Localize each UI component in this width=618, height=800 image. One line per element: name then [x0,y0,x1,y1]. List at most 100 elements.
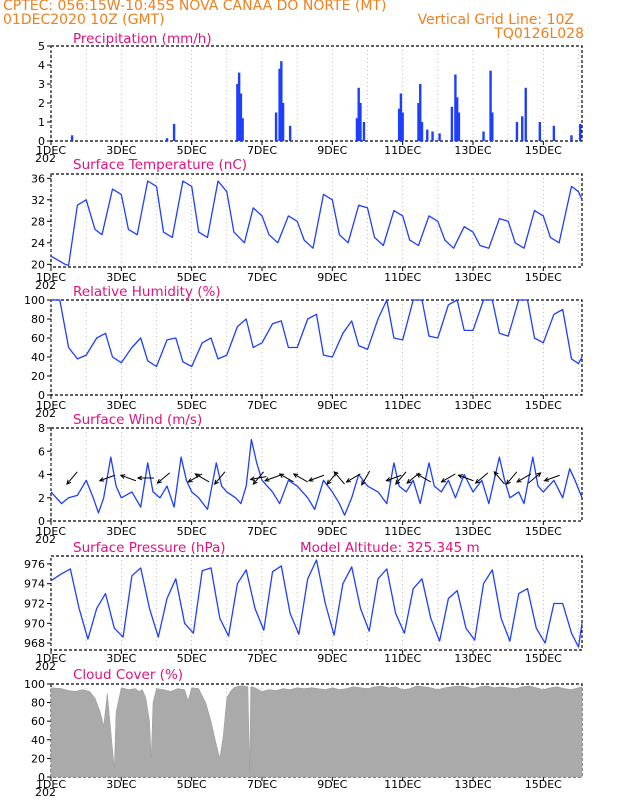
temperature-xtick-label: 15DEC [525,271,562,284]
humidity-xtick-label: 15DEC [525,399,562,412]
wind-xtick-label: 15DEC [525,525,562,538]
precip-bar [521,116,524,141]
precip-bar [165,138,169,141]
precipitation-ytick-label: 0 [38,135,45,148]
header-grid-note: Vertical Grid Line: 10Z [417,12,574,28]
pressure-xtick-label: 15DEC [525,652,562,665]
precipitation-xtick-label: 1DEC [36,144,66,157]
cloud-cover-ytick-label: 0 [38,771,45,784]
wind-arrow-icon [333,470,345,485]
wind-arrow-icon [361,470,371,486]
wind-xtick-label: 7DEC [247,525,277,538]
humidity-xtick-label: 5DEC [177,399,207,412]
wind-ytick-label: 6 [38,445,45,458]
temperature-xtick-label: 1DEC [36,271,66,284]
precip-bar [420,122,424,141]
precip-bar [489,70,492,141]
wind-arrow-icon [457,474,474,482]
humidity-xtick-label: 7DEC [247,399,277,412]
precipitation-title: Precipitation (mm/h) [73,31,212,47]
precipitation-ytick-label: 4 [38,59,45,72]
precip-bar [438,133,441,141]
precipitation-panel: 0 1 2 3 4 5 1DEC 3DEC 5DEC 7DEC 9DEC 11DEC 13DEC 15DE… [35,31,583,165]
precip-bar [419,84,422,141]
humidity-year-fragment: 202 [35,407,56,420]
wind-panel: 0 2 4 6 8 1DEC 3DEC 5DEC 7DEC 9DEC 11DEC 13DEC 15DEC… [35,412,583,546]
wind-arrow-icon [119,474,137,482]
precip-bar [278,68,281,141]
cloud-cover-xtick-label: 15DEC [525,778,562,791]
wind-frame [50,427,583,522]
cloud-cover-xtick-label: 7DEC [247,778,277,791]
precip-bar [579,123,582,141]
wind-arrow-icon [187,473,203,483]
precip-bar [280,61,283,142]
wind-arrow-icon [194,473,210,483]
wind-arrow-icon [493,470,505,485]
wind-arrow-icon [528,472,542,484]
wind-arrow-icon [505,471,518,485]
wind-arrow-icon [516,473,532,483]
precipitation-ytick-label: 3 [38,78,45,91]
pressure-xtick-label: 9DEC [317,652,347,665]
cloud-cover-xtick-label: 13DEC [454,778,491,791]
cloud-cover-xtick-label: 11DEC [384,778,421,791]
cloud-cover-xtick-label: 3DEC [106,778,136,791]
humidity-xtick-label: 3DEC [106,399,136,412]
pressure-xtick-label: 13DEC [454,652,491,665]
wind-xtick-label: 3DEC [106,525,136,538]
cloud-cover-area [50,685,583,778]
precip-bar [236,84,239,141]
precipitation-ytick-label: 5 [38,40,45,53]
humidity-line [51,299,583,368]
precip-bar [399,93,403,141]
wind-arrow-icon [543,474,560,482]
pressure-xtick-label: 7DEC [247,652,277,665]
wind-arrow-icon [345,473,361,483]
temperature-ytick-label: 28 [31,215,45,228]
pressure-ytick-label: 970 [24,617,45,630]
pressure-frame [50,555,583,651]
precipitation-xtick-label: 15DEC [525,144,562,157]
wind-arrow-icon [395,471,407,485]
precip-bar [455,97,459,141]
precip-bar [570,135,573,141]
humidity-xtick-label: 1DEC [36,399,66,412]
wind-arrow-icon [213,471,226,485]
wind-arrow-icon [307,474,325,482]
precip-bar [70,135,74,141]
wind-title: Surface Wind (m/s) [73,412,202,428]
precip-bar [431,131,434,141]
precip-bar [457,112,461,141]
wind-arrow-icon [474,472,489,484]
wind-arrow-icon [156,472,170,484]
precip-bar [552,125,556,141]
precipitation-ytick-label: 2 [38,97,45,110]
wind-xtick-label: 9DEC [317,525,347,538]
temperature-panel: 20 24 28 32 36 1DEC 3DEC 5DEC 7DEC 9DEC 11DEC 13DEC… [31,157,583,292]
cloud-cover-xtick-label: 9DEC [317,778,347,791]
pressure-year-fragment: 202 [35,660,56,673]
temperature-xtick-label: 7DEC [247,271,277,284]
precipitation-xtick-label: 11DEC [384,144,421,157]
precip-bar [482,131,485,141]
cloud-cover-ytick-label: 40 [31,734,45,747]
precipitation-xtick-label: 3DEC [106,144,136,157]
cloud-cover-ytick-label: 60 [31,715,45,728]
precip-bar [401,112,404,141]
cloud-cover-ytick-label: 100 [24,678,45,691]
cloud-cover-panel: 0 20 40 60 80 100 1DEC 3DEC 5DEC 7DEC 9DEC 11DEC 13D… [24,667,583,799]
cloud-cover-xtick-label: 5DEC [177,778,207,791]
precip-bar [172,123,176,141]
header-model-id: TQ0126L028 [494,26,584,42]
pressure-ytick-label: 976 [24,558,45,571]
wind-xtick-label: 5DEC [177,525,207,538]
pressure-line [50,559,583,648]
precip-bar [538,122,542,141]
wind-ytick-label: 2 [38,492,45,505]
cloud-cover-ytick-label: 80 [31,697,45,710]
precipitation-xtick-label: 7DEC [247,144,277,157]
wind-xtick-label: 13DEC [454,525,491,538]
temperature-frame [50,173,583,268]
